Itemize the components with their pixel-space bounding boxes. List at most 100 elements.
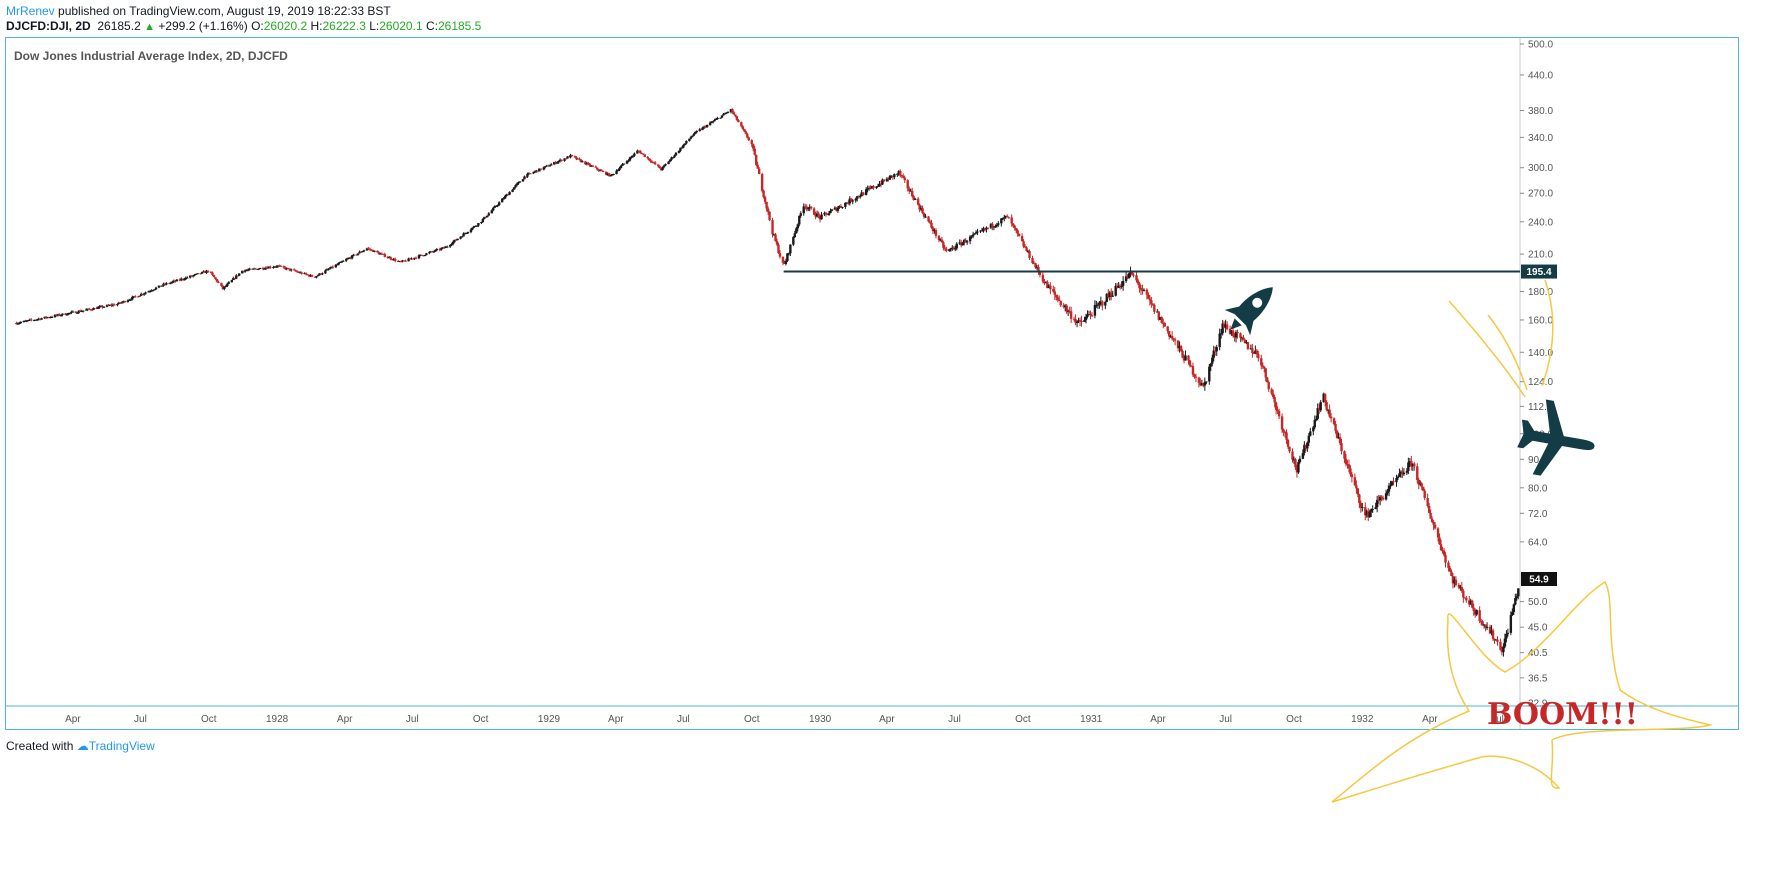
candle-body	[705, 124, 709, 128]
candle-body	[910, 190, 914, 197]
candle-body	[808, 206, 811, 209]
candle-body	[555, 162, 559, 164]
candle-body	[581, 161, 584, 163]
candle-body	[815, 213, 819, 217]
tradingview-logo-icon[interactable]: ☁	[76, 739, 89, 753]
y-tick-label: 340.0	[1528, 133, 1553, 144]
candle-body	[994, 226, 997, 228]
candle-body	[1086, 314, 1089, 317]
candle-body	[180, 278, 183, 281]
candle-body	[446, 246, 449, 248]
candle-body	[584, 161, 587, 165]
candle-body	[428, 252, 431, 254]
candle-body	[396, 260, 400, 262]
candle-body	[394, 258, 397, 261]
candle-body	[92, 308, 95, 310]
candle-body	[1166, 326, 1169, 332]
candle-body	[1359, 503, 1363, 508]
candle-body	[545, 165, 548, 167]
candle-body	[254, 268, 257, 270]
candle-body	[163, 283, 167, 285]
candle-body	[50, 316, 54, 318]
candle-body	[404, 260, 407, 262]
candle-body	[1481, 621, 1484, 626]
candle-body	[95, 308, 98, 310]
candle-body	[1139, 288, 1143, 290]
candle-body	[1004, 215, 1007, 218]
candle-body	[548, 165, 551, 167]
candle-body	[778, 253, 782, 257]
candle-body	[1105, 293, 1108, 302]
candle-body	[908, 188, 911, 191]
candle-body	[991, 223, 994, 228]
x-tick-label: Oct	[473, 714, 489, 725]
candle-body	[714, 118, 718, 120]
candle-body	[760, 174, 764, 191]
candle-body	[640, 153, 644, 155]
horizontal-line-layer[interactable]: 195.4 54.9	[783, 264, 1557, 586]
candle-body	[793, 233, 797, 238]
candle-body	[183, 279, 186, 281]
candle-body	[1503, 638, 1507, 647]
candle-body	[184, 277, 187, 280]
candle-body	[327, 269, 330, 271]
candle-body	[307, 274, 311, 277]
candle-body	[423, 255, 427, 257]
tradingview-brand-link[interactable]: TradingView	[88, 739, 155, 753]
candle-body	[729, 109, 733, 113]
candle-body	[276, 265, 280, 267]
price-axis[interactable]: 32.936.540.545.050.064.072.080.090.0100.…	[1520, 40, 1553, 710]
candle-body	[1485, 626, 1489, 628]
candle-body	[1132, 274, 1135, 276]
candle-body	[1459, 587, 1462, 589]
candle-body	[1267, 382, 1270, 390]
candle-body	[79, 310, 82, 312]
candle-body	[870, 186, 874, 189]
candle-body	[1014, 228, 1018, 231]
time-axis[interactable]: Apr Jul Oct 1928 Apr Jul Oct 1929 Apr Jul Oct 1930 A…	[65, 714, 1504, 725]
candle-body	[434, 249, 437, 252]
candle-body	[119, 302, 122, 304]
candle-body	[19, 322, 23, 324]
candle-body	[547, 165, 550, 167]
y-tick-label: 140.0	[1528, 348, 1553, 359]
candle-body	[1411, 463, 1415, 467]
candle-body	[824, 212, 828, 214]
candle-body	[549, 164, 553, 166]
candle-body	[1465, 597, 1468, 601]
candle-body	[429, 251, 433, 253]
symbol-label: DJCFD:DJI, 2D	[6, 19, 91, 33]
candle-body	[1245, 342, 1248, 344]
candle-body	[266, 267, 269, 269]
candle-body	[1462, 591, 1465, 598]
candle-body	[757, 168, 761, 175]
candle-body	[336, 264, 339, 266]
candle-body	[1436, 528, 1440, 538]
candle-body	[1355, 485, 1358, 489]
y-tick-label: 50.0	[1528, 597, 1548, 608]
candle-body	[1231, 330, 1235, 336]
candle-body	[230, 279, 234, 283]
candle-body	[1178, 346, 1181, 349]
candle-body	[656, 164, 660, 167]
candle-body	[514, 185, 517, 188]
candle-body	[857, 196, 860, 198]
candle-body	[744, 131, 748, 134]
candle-body	[505, 194, 508, 196]
candle-body	[44, 316, 48, 318]
candle-body	[1427, 505, 1431, 513]
candle-body	[674, 152, 678, 156]
candle-body	[774, 234, 777, 242]
candle-body	[319, 273, 323, 275]
candle-body	[65, 314, 69, 316]
author-link[interactable]: MrRenev	[6, 4, 55, 18]
candle-body	[171, 281, 174, 283]
candle-body	[700, 129, 703, 131]
candle-body	[1380, 496, 1383, 498]
candle-body	[667, 161, 670, 165]
candle-body	[1378, 496, 1382, 500]
candle-body	[698, 129, 701, 132]
candle-body	[919, 208, 923, 210]
candle-body	[407, 258, 410, 262]
